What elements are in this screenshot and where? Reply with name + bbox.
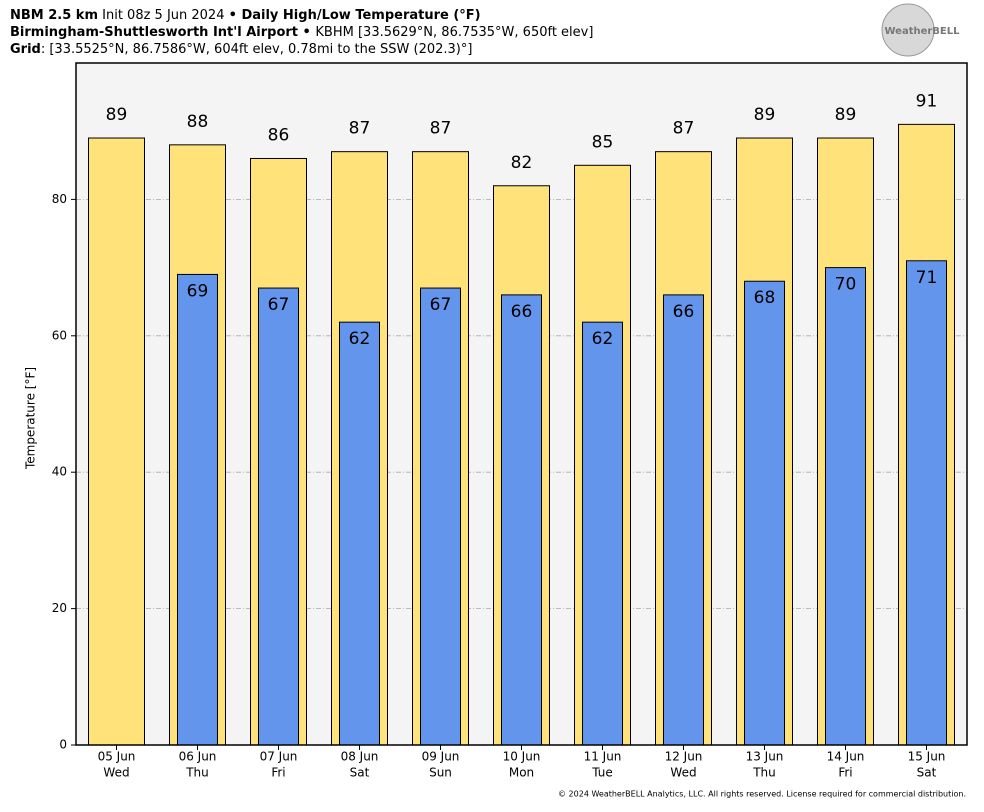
logo-circle [881, 3, 935, 57]
bar [88, 137, 145, 746]
bar [663, 294, 704, 746]
x-tick-sublabel: Sat [917, 766, 937, 780]
bar [420, 287, 461, 746]
data-label: 82 [511, 153, 533, 173]
x-tick-label: 11 Jun [584, 750, 622, 764]
x-tick-label: 12 Jun [665, 750, 703, 764]
data-label: 66 [511, 302, 533, 322]
data-label: 89 [106, 105, 128, 125]
data-label: 86 [268, 125, 290, 145]
x-tick-label: 08 Jun [341, 750, 379, 764]
y-tick-label: 0 [59, 738, 67, 752]
header-segment: Daily High/Low Temperature (°F) [237, 8, 481, 23]
x-tick-label: 13 Jun [746, 750, 784, 764]
header-segment: KBHM [33.5629°N, 86.7535°W, 650ft elev] [315, 25, 593, 40]
y-axis-label: Temperature [°F] [24, 367, 38, 470]
data-label: 87 [430, 119, 452, 139]
data-label: 62 [592, 329, 614, 349]
x-tick-sublabel: Sat [350, 766, 370, 780]
logo-text: WeatherBELL [884, 26, 960, 37]
y-tick-label: 20 [52, 601, 67, 615]
data-label: 87 [349, 119, 371, 139]
header-segment: : [33.5525°N, 86.7586°W, 604ft elev, 0.7… [41, 42, 473, 57]
header-segment: Init 08z 5 Jun 2024 [98, 8, 229, 23]
bar [177, 273, 218, 746]
x-tick-label: 06 Jun [179, 750, 217, 764]
data-label: 68 [754, 288, 776, 308]
x-tick-sublabel: Fri [271, 766, 285, 780]
bar [744, 280, 785, 746]
x-tick-label: 14 Jun [827, 750, 865, 764]
x-tick-sublabel: Thu [752, 766, 776, 780]
x-tick-sublabel: Fri [838, 766, 852, 780]
header-segment: Grid [10, 42, 41, 57]
bar [825, 267, 866, 746]
x-tick-sublabel: Wed [103, 766, 129, 780]
bar [501, 294, 542, 746]
data-label: 85 [592, 132, 614, 152]
bar [258, 287, 299, 746]
header-segment: NBM 2.5 km [10, 8, 98, 23]
header-line: NBM 2.5 km Init 08z 5 Jun 2024 • Daily H… [10, 8, 481, 23]
header-segment: Birmingham-Shuttlesworth Int'l Airport [10, 25, 298, 40]
x-tick-sublabel: Wed [670, 766, 696, 780]
bar [339, 321, 380, 746]
x-tick-sublabel: Sun [429, 766, 452, 780]
x-tick-sublabel: Tue [591, 766, 613, 780]
y-tick-label: 40 [52, 465, 67, 479]
data-label: 67 [430, 295, 452, 315]
header-line: Birmingham-Shuttlesworth Int'l Airport •… [10, 25, 593, 40]
data-label: 88 [187, 112, 209, 132]
y-tick-label: 60 [52, 328, 67, 342]
header-segment: • [229, 8, 237, 23]
x-tick-label: 10 Jun [503, 750, 541, 764]
data-label: 89 [835, 105, 857, 125]
x-tick-label: 09 Jun [422, 750, 460, 764]
bar [906, 260, 947, 746]
x-tick-label: 07 Jun [260, 750, 298, 764]
data-label: 91 [916, 91, 938, 111]
x-tick-label: 05 Jun [98, 750, 136, 764]
data-label: 69 [187, 281, 209, 301]
data-label: 70 [835, 275, 857, 295]
plot-frame [75, 62, 968, 746]
data-label: 87 [673, 119, 695, 139]
data-label: 71 [916, 268, 938, 288]
data-label: 67 [268, 295, 290, 315]
bar [582, 321, 623, 746]
header-line: Grid: [33.5525°N, 86.7586°W, 604ft elev,… [10, 42, 472, 57]
x-tick-sublabel: Mon [509, 766, 534, 780]
data-label: 89 [754, 105, 776, 125]
data-label: 66 [673, 302, 695, 322]
x-tick-label: 15 Jun [908, 750, 946, 764]
y-tick-label: 80 [52, 192, 67, 206]
logo: WeatherBELL [881, 3, 960, 57]
footer: © 2024 WeatherBELL Analytics, LLC. All r… [558, 790, 966, 799]
header-segment: • [298, 25, 315, 40]
data-label: 62 [349, 329, 371, 349]
x-tick-sublabel: Thu [185, 766, 209, 780]
